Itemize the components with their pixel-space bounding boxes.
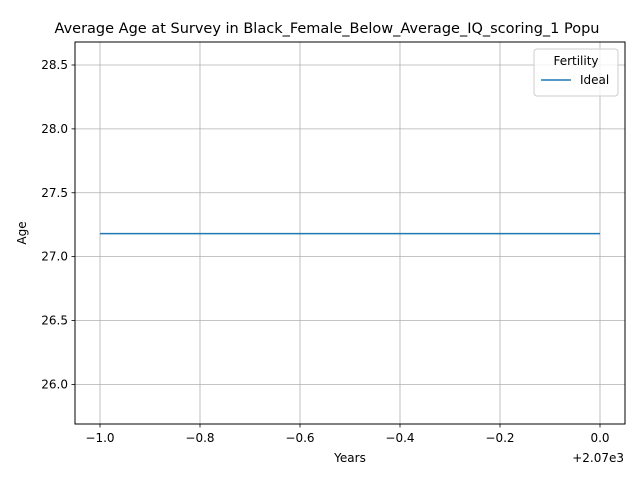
y-tick-label: 26.5: [41, 314, 68, 328]
x-axis: −1.0 −0.8 −0.6 −0.4 −0.2 0.0: [85, 424, 610, 445]
x-axis-label: Years: [333, 451, 366, 465]
y-axis: 26.0 26.5 27.0 27.5 28.0 28.5: [41, 58, 75, 391]
y-tick-label: 27.0: [41, 250, 68, 264]
legend-title: Fertility: [553, 54, 598, 68]
y-axis-label: Age: [15, 221, 29, 244]
x-tick-label: 0.0: [590, 431, 609, 445]
legend-box: [533, 48, 619, 97]
x-tick-label: −1.0: [85, 431, 114, 445]
x-tick-label: −0.8: [185, 431, 214, 445]
legend-label-ideal: Ideal: [580, 73, 609, 87]
x-tick-label: −0.6: [285, 431, 314, 445]
x-tick-label: −0.2: [485, 431, 514, 445]
x-axis-offset-label: +2.07e3: [572, 451, 624, 465]
x-tick-label: −0.4: [385, 431, 414, 445]
y-tick-label: 28.5: [41, 58, 68, 72]
plot-area-frame: [74, 41, 626, 425]
y-tick-label: 26.0: [41, 377, 68, 391]
chart-title: Average Age at Survey in Black_Female_Be…: [55, 21, 600, 37]
y-tick-label: 27.5: [41, 186, 68, 200]
legend: Fertility Ideal: [533, 48, 619, 97]
y-tick-label: 28.0: [41, 122, 68, 136]
